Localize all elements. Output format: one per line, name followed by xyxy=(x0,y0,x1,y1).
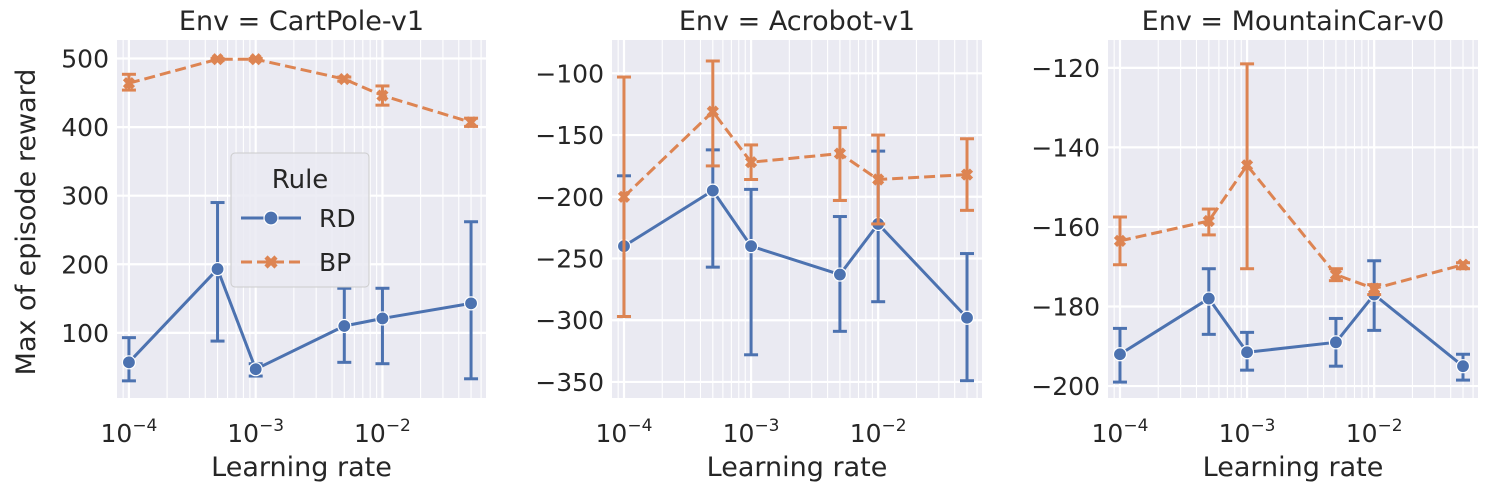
data-point xyxy=(617,190,631,203)
y-tick-label: −350 xyxy=(535,368,604,397)
legend-marker xyxy=(263,210,279,226)
legend-marker xyxy=(264,255,278,269)
series-bp xyxy=(616,59,975,319)
series-line xyxy=(622,110,968,198)
series-bp xyxy=(121,53,479,129)
data-point xyxy=(872,173,885,186)
data-point xyxy=(210,261,225,277)
data-point xyxy=(122,77,136,90)
legend-entry-rd: RD xyxy=(241,204,356,233)
x-axis-label: Learning rate xyxy=(1203,452,1384,483)
series-rd xyxy=(1112,259,1471,384)
y-tick-label: −100 xyxy=(535,59,604,88)
error-bar xyxy=(375,286,390,366)
x-tick-label: 10−4 xyxy=(1092,416,1149,448)
data-point xyxy=(375,311,390,326)
data-point xyxy=(1113,234,1127,247)
series-line xyxy=(127,267,472,371)
legend-entry-bp: BP xyxy=(241,248,351,277)
y-tick-label: −200 xyxy=(535,183,604,212)
data-point xyxy=(1368,282,1381,295)
plot-background xyxy=(612,40,982,398)
data-point xyxy=(1202,214,1215,228)
series-rd xyxy=(616,148,975,383)
y-tick-label: 300 xyxy=(61,182,109,211)
series-line xyxy=(128,57,472,124)
data-point xyxy=(1239,345,1255,360)
y-tick-label: 100 xyxy=(61,319,109,348)
error-bar xyxy=(832,126,847,202)
panel-title: Env = CartPole-v1 xyxy=(179,6,424,37)
data-point xyxy=(463,296,479,311)
x-tick-label: 10−2 xyxy=(1346,416,1403,448)
data-point xyxy=(1201,291,1216,306)
data-point xyxy=(248,362,263,377)
y-tick-label: −150 xyxy=(535,121,604,150)
series-line xyxy=(623,189,969,319)
data-point xyxy=(1456,258,1470,271)
data-point xyxy=(1328,335,1344,350)
y-tick-label: −300 xyxy=(535,306,604,335)
x-tick-label: 10−4 xyxy=(101,416,158,448)
legend-label: BP xyxy=(319,248,351,277)
panel-2: 10−4 10−3 10−2 −350 −300 −250 −200 −150 −100 Env … xyxy=(535,6,982,483)
legend-title: Rule xyxy=(272,165,329,195)
x-tick-label: 10−2 xyxy=(850,416,907,448)
legend: Rule RD BP xyxy=(230,152,370,288)
panel-title: Env = Acrobot-v1 xyxy=(679,6,915,37)
data-point xyxy=(338,73,351,86)
y-tick-label: −120 xyxy=(1031,54,1100,83)
data-point xyxy=(743,239,759,254)
data-point xyxy=(211,53,224,66)
data-point xyxy=(1112,347,1128,362)
x-axis-label: Learning rate xyxy=(707,452,888,483)
y-tick-label: −250 xyxy=(535,245,604,274)
series-line xyxy=(1119,163,1464,291)
plot-background xyxy=(1108,40,1478,398)
y-tick-label: −180 xyxy=(1031,293,1100,322)
data-point xyxy=(121,355,137,370)
data-point xyxy=(1240,159,1254,172)
legend-box xyxy=(230,152,370,288)
y-tick-label: 500 xyxy=(61,45,109,74)
data-point xyxy=(706,105,719,118)
series-line xyxy=(1119,293,1464,368)
data-point xyxy=(744,156,758,169)
x-tick-label: 10−2 xyxy=(354,416,411,448)
data-point xyxy=(337,318,352,334)
y-tick-label: 400 xyxy=(61,113,109,142)
x-tick-label: 10−3 xyxy=(227,416,284,448)
data-point xyxy=(833,147,847,160)
error-bar xyxy=(744,187,759,357)
x-axis-label: Learning rate xyxy=(211,452,392,483)
data-point xyxy=(376,89,389,102)
x-tick-label: 10−3 xyxy=(1219,416,1276,448)
data-point xyxy=(1329,268,1343,281)
data-point xyxy=(249,53,262,66)
panels: 10−4 10−3 10−2 100 200 300 400 500 Env = CartPol… xyxy=(61,6,1478,483)
data-point xyxy=(959,310,975,325)
legend-label: RD xyxy=(319,204,356,233)
y-tick-label: 200 xyxy=(61,250,109,279)
y-tick-label: −160 xyxy=(1031,213,1100,242)
data-point xyxy=(705,183,720,198)
panel-title: Env = MountainCar-v0 xyxy=(1142,6,1445,37)
y-tick-label: −200 xyxy=(1031,372,1100,401)
data-point xyxy=(1455,359,1471,374)
data-point xyxy=(464,116,478,129)
data-point xyxy=(832,267,848,282)
y-tick-label: −140 xyxy=(1031,133,1100,162)
data-point xyxy=(960,168,974,181)
panel-3: 10−4 10−3 10−2 −200 −180 −160 −140 −120 Env = Mo… xyxy=(1031,6,1478,483)
x-tick-label: 10−3 xyxy=(723,416,780,448)
x-tick-label: 10−4 xyxy=(596,416,653,448)
series-bp xyxy=(1112,62,1471,297)
y-axis-label: Max of episode reward xyxy=(11,69,42,376)
series-rd xyxy=(121,201,479,383)
